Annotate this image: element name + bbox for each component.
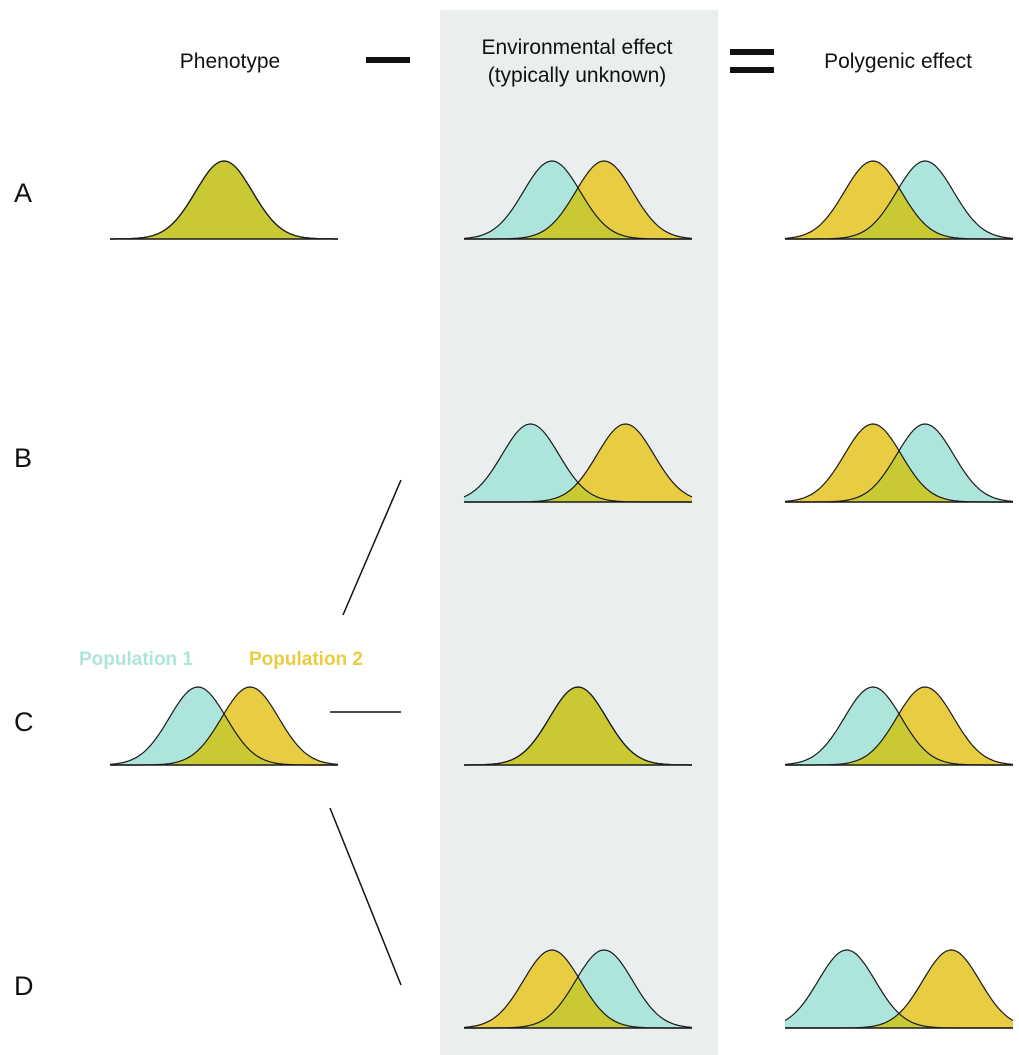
population-2-outline [110, 160, 338, 240]
row-label-a: A [14, 178, 32, 208]
dist-polygenic-c [784, 686, 1014, 766]
overlap-region [110, 713, 338, 765]
row-label-d: D [14, 971, 34, 1001]
dist-environment-a [463, 160, 693, 240]
population-2-curve [464, 424, 692, 502]
population-2-curve [785, 950, 1013, 1028]
population-1-curve [464, 424, 692, 502]
overlap-region [785, 187, 1013, 239]
overlap-region [464, 976, 692, 1028]
dist-polygenic-a [784, 160, 1014, 240]
header-environment-line1: Environmental effect [481, 36, 672, 59]
dist-phenotype-c [109, 686, 339, 766]
population-2-outline [464, 686, 692, 766]
header-polygenic: Polygenic effect [824, 50, 972, 73]
overlap-region [464, 687, 692, 765]
legend-population-1: Population 1 [79, 649, 193, 670]
overlap-region [785, 1013, 1013, 1028]
overlap-region [110, 161, 338, 239]
minus-sign [366, 57, 410, 63]
equals-sign [730, 49, 774, 73]
legend-population-2: Population 2 [249, 649, 363, 670]
header-environment-line2: (typically unknown) [488, 64, 667, 87]
dist-phenotype-a [110, 160, 338, 240]
overlap-region [785, 713, 1013, 765]
connector-line-to-d [329, 807, 402, 986]
dist-polygenic-b [784, 423, 1014, 503]
environment-column-background [440, 10, 718, 1055]
connector-line-to-b [342, 479, 402, 616]
population-1-curve [785, 950, 1013, 1028]
dist-environment-d [463, 949, 693, 1029]
overlap-region [785, 450, 1013, 502]
row-label-b: B [14, 443, 32, 473]
dist-polygenic-d [784, 949, 1014, 1029]
row-label-c: C [14, 707, 34, 737]
dist-environment-b [463, 423, 693, 503]
dist-environment-c [464, 686, 692, 766]
header-phenotype: Phenotype [180, 50, 280, 73]
overlap-region [464, 482, 692, 502]
overlap-region [464, 187, 692, 239]
